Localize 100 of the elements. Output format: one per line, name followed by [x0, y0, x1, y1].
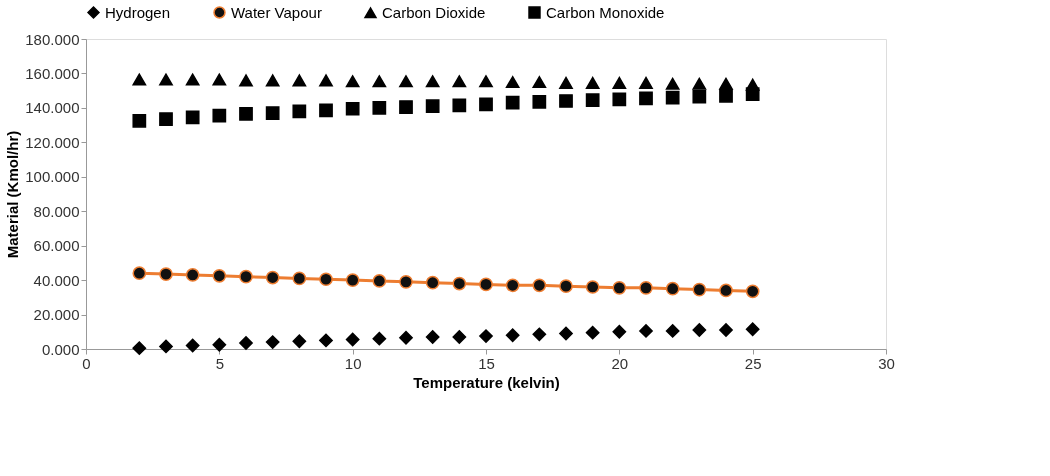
point: [239, 74, 253, 87]
x-axis-title: Temperature (kelvin): [413, 373, 560, 391]
point: [319, 103, 333, 118]
point: [745, 284, 760, 299]
point: [692, 323, 707, 337]
point: [745, 87, 760, 101]
point: [479, 75, 493, 88]
point: [239, 107, 253, 121]
point: [639, 281, 653, 295]
point: [292, 104, 307, 119]
y-tick-label: 0.000: [41, 340, 80, 358]
point: [505, 76, 520, 89]
point: [425, 275, 440, 290]
point: [585, 76, 600, 89]
point: [399, 100, 413, 114]
point: [212, 108, 227, 123]
point: [372, 274, 387, 288]
point: [612, 281, 627, 295]
point: [479, 329, 493, 343]
point: [505, 328, 520, 343]
y-tick-label: 100.000: [25, 168, 80, 186]
point: [559, 326, 573, 341]
point: [639, 76, 653, 89]
point: [345, 273, 360, 287]
point: [372, 101, 387, 115]
point: [319, 333, 333, 348]
y-tick-label: 80.000: [33, 202, 80, 220]
point: [665, 324, 680, 338]
x-tick-label: 15: [478, 354, 495, 372]
point: [532, 94, 547, 109]
legend-label: Carbon Dioxide: [382, 3, 486, 21]
y-axis-title: Material (Kmol/hr): [4, 130, 22, 259]
point: [132, 266, 147, 281]
point: [265, 106, 280, 120]
point: [132, 341, 147, 356]
y-tick-label: 120.000: [25, 133, 80, 151]
point: [159, 267, 173, 281]
point: [292, 271, 307, 286]
point: [292, 74, 307, 87]
point: [585, 325, 600, 340]
x-tick-label: 30: [878, 354, 895, 372]
point: [265, 74, 280, 87]
point: [612, 92, 627, 107]
point: [399, 330, 413, 345]
point: [425, 330, 440, 344]
legend-label: Carbon Monoxide: [546, 3, 665, 21]
point: [452, 98, 467, 113]
point: [585, 280, 600, 294]
y-tick-label: 20.000: [33, 306, 80, 324]
point: [265, 335, 280, 349]
point: [399, 274, 413, 289]
point: [345, 332, 360, 347]
point: [612, 76, 627, 89]
point: [399, 75, 413, 88]
point: [212, 73, 227, 86]
x-tick-label: 20: [611, 354, 629, 372]
x-tick-label: 0: [82, 354, 91, 372]
y-tick-label: 40.000: [33, 271, 80, 289]
point: [639, 324, 653, 338]
point: [532, 327, 547, 342]
point: [185, 268, 200, 282]
point: [212, 337, 227, 352]
point: [345, 75, 360, 88]
point: [372, 75, 387, 88]
point: [532, 76, 547, 89]
point: [425, 75, 440, 88]
point: [239, 336, 253, 350]
point: [719, 88, 733, 103]
legend-label: Water Vapour: [231, 3, 322, 21]
point: [559, 279, 573, 293]
point: [159, 339, 173, 354]
point: [132, 113, 147, 128]
y-tick-label: 140.000: [25, 99, 80, 117]
y-tick-label: 60.000: [33, 237, 80, 255]
point: [559, 76, 573, 89]
point: [665, 77, 680, 90]
point: [372, 331, 387, 346]
point: [692, 89, 707, 104]
point: [559, 94, 573, 108]
point: [319, 272, 333, 287]
point: [505, 95, 520, 110]
point: [532, 278, 547, 293]
point: [452, 276, 467, 291]
point: [425, 99, 440, 114]
point: [665, 90, 680, 105]
point: [639, 91, 653, 106]
point: [292, 334, 307, 349]
point: [692, 77, 707, 90]
x-tick-label: 25: [744, 354, 762, 372]
legend-label: Hydrogen: [105, 3, 171, 21]
point: [185, 110, 200, 125]
point: [719, 323, 733, 337]
point: [159, 112, 173, 126]
point: [265, 270, 280, 285]
point: [665, 281, 680, 296]
point: [212, 268, 227, 283]
y-tick-label: 160.000: [25, 64, 80, 82]
point: [185, 73, 200, 86]
point: [452, 330, 467, 344]
point: [452, 75, 467, 88]
